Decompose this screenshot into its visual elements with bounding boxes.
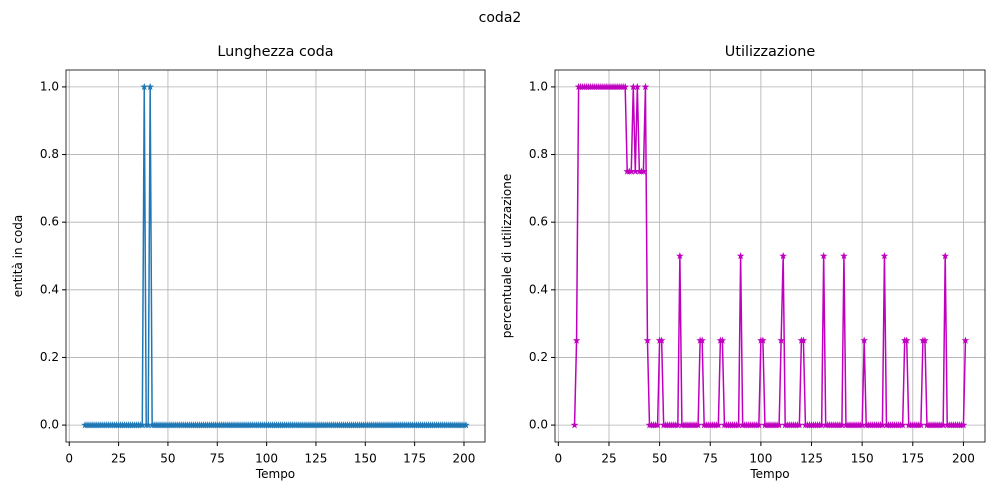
data-point xyxy=(755,421,763,429)
data-point xyxy=(639,167,648,175)
data-point xyxy=(921,336,929,344)
x-tick-label: 75 xyxy=(703,452,718,466)
data-point xyxy=(878,421,887,429)
data-point xyxy=(572,336,581,344)
y-axis-label: entità in coda xyxy=(11,215,25,298)
x-tick-label: 50 xyxy=(652,452,667,466)
y-tick-label: 0.2 xyxy=(529,350,548,364)
data-point xyxy=(819,252,828,260)
x-tick-label: 0 xyxy=(555,452,563,466)
data-point xyxy=(718,336,727,344)
x-tick-label: 50 xyxy=(160,452,175,466)
data-point xyxy=(674,421,682,429)
x-tick-label: 100 xyxy=(749,452,772,466)
x-tick-label: 125 xyxy=(800,452,823,466)
y-tick-label: 0.4 xyxy=(40,282,59,296)
data-point xyxy=(643,336,652,344)
data-line xyxy=(573,86,967,426)
x-tick-label: 25 xyxy=(601,452,616,466)
data-point xyxy=(941,252,949,260)
data-point xyxy=(570,421,579,429)
data-point xyxy=(858,421,866,429)
data-point xyxy=(959,421,968,429)
axes-frame xyxy=(554,69,986,443)
data-point xyxy=(694,421,702,429)
data-point xyxy=(898,421,907,429)
axis-title: Utilizzazione xyxy=(725,44,816,60)
data-point xyxy=(657,336,666,344)
x-axis-label: Tempo xyxy=(255,467,295,481)
y-tick-label: 0.6 xyxy=(40,215,59,229)
y-tick-label: 0.8 xyxy=(529,147,548,161)
data-point xyxy=(917,421,925,429)
x-tick-label: 175 xyxy=(403,452,426,466)
x-tick-label: 200 xyxy=(453,452,476,466)
x-tick-label: 150 xyxy=(354,452,377,466)
data-point xyxy=(144,421,153,429)
data-point xyxy=(775,421,783,429)
x-tick-label: 200 xyxy=(952,452,975,466)
y-tick-label: 0.0 xyxy=(529,418,548,432)
data-point xyxy=(961,336,970,344)
y-tick-label: 0.0 xyxy=(40,418,59,432)
data-point xyxy=(902,336,911,344)
data-point xyxy=(795,421,804,429)
data-point xyxy=(860,336,868,344)
y-tick-label: 1.0 xyxy=(40,79,59,93)
data-line xyxy=(85,86,466,426)
y-tick-label: 0.4 xyxy=(529,282,548,296)
data-point xyxy=(777,336,785,344)
data-point xyxy=(641,82,650,91)
data-point xyxy=(629,82,638,91)
y-axis-label: percentuale di utilizzazione xyxy=(500,174,514,338)
x-tick-label: 100 xyxy=(255,452,278,466)
x-axis-label: Tempo xyxy=(749,467,789,481)
data-point xyxy=(698,336,706,344)
data-point xyxy=(734,421,743,429)
x-tick-label: 25 xyxy=(111,452,126,466)
y-tick-label: 1.0 xyxy=(529,79,548,93)
data-point xyxy=(736,252,745,260)
y-tick-label: 0.6 xyxy=(529,215,548,229)
data-point xyxy=(880,252,889,260)
data-point xyxy=(633,82,642,91)
data-point xyxy=(840,252,848,260)
x-tick-label: 150 xyxy=(851,452,874,466)
data-point xyxy=(631,167,640,175)
data-point xyxy=(140,82,149,91)
data-point xyxy=(817,421,826,429)
data-point xyxy=(676,252,684,260)
axis-title: Lunghezza coda xyxy=(217,44,333,60)
figure-title: coda2 xyxy=(479,10,522,26)
x-tick-label: 125 xyxy=(305,452,328,466)
x-tick-label: 0 xyxy=(65,452,73,466)
x-tick-label: 175 xyxy=(901,452,924,466)
y-tick-label: 0.8 xyxy=(40,147,59,161)
data-point xyxy=(138,421,147,429)
data-point xyxy=(799,336,808,344)
data-point xyxy=(714,421,723,429)
data-point xyxy=(653,421,662,429)
data-point xyxy=(621,82,629,91)
data-point xyxy=(462,421,470,429)
axes-frame xyxy=(65,69,486,443)
data-point xyxy=(838,421,846,429)
data-point xyxy=(759,336,767,344)
data-point xyxy=(146,82,154,91)
data-point xyxy=(939,421,947,429)
data-point xyxy=(627,167,636,175)
y-tick-label: 0.2 xyxy=(40,350,59,364)
x-tick-label: 75 xyxy=(210,452,225,466)
data-point xyxy=(779,252,787,260)
